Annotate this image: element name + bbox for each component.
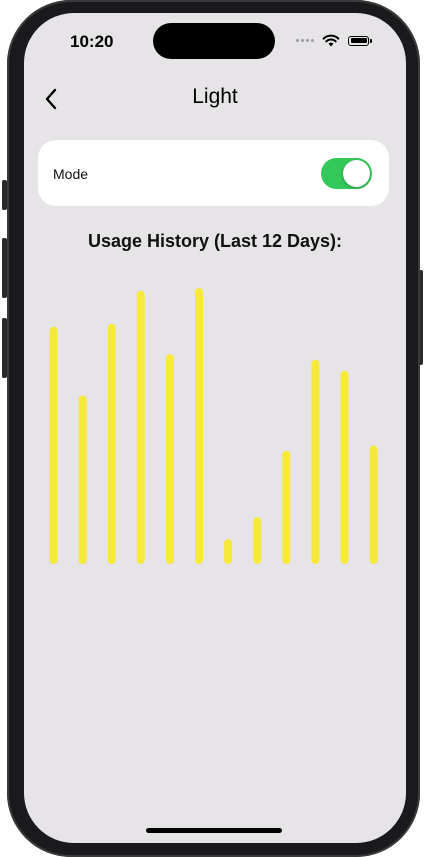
usage-bar-day-9 (282, 450, 291, 564)
usage-bar-day-4 (136, 290, 145, 564)
app-screen: 10:20 Light Mode Usage History (24, 13, 406, 843)
toggle-knob (343, 160, 370, 187)
page-title: Light (192, 85, 238, 108)
volume-up-button (2, 238, 7, 298)
battery-icon (348, 35, 372, 46)
usage-bar-day-6 (195, 288, 203, 564)
home-indicator[interactable] (146, 828, 282, 833)
usage-bar-day-1 (49, 326, 58, 564)
status-time: 10:20 (70, 32, 114, 51)
usage-bar-day-10 (311, 359, 320, 564)
wifi-icon (322, 34, 340, 47)
power-button (418, 270, 423, 365)
volume-down-button (2, 318, 7, 378)
back-button[interactable] (38, 85, 66, 113)
usage-bar-day-7 (224, 539, 233, 564)
chevron-left-icon (45, 88, 57, 110)
usage-bar-day-3 (107, 323, 116, 564)
status-icons (296, 34, 372, 47)
usage-bar-day-5 (165, 354, 174, 564)
usage-history-chart (49, 288, 378, 564)
usage-bar-day-2 (78, 395, 87, 564)
usage-bar-day-12 (369, 445, 378, 564)
usage-bar-day-11 (340, 370, 349, 564)
usage-history-title: Usage History (Last 12 Days): (87, 231, 343, 251)
cellular-signal-icon (296, 39, 314, 42)
mode-toggle[interactable] (321, 158, 372, 189)
usage-bar-day-8 (253, 517, 262, 564)
mode-label: Mode (53, 166, 89, 182)
mode-card: Mode (38, 140, 389, 206)
dynamic-island (153, 23, 275, 59)
silent-switch (2, 180, 7, 210)
